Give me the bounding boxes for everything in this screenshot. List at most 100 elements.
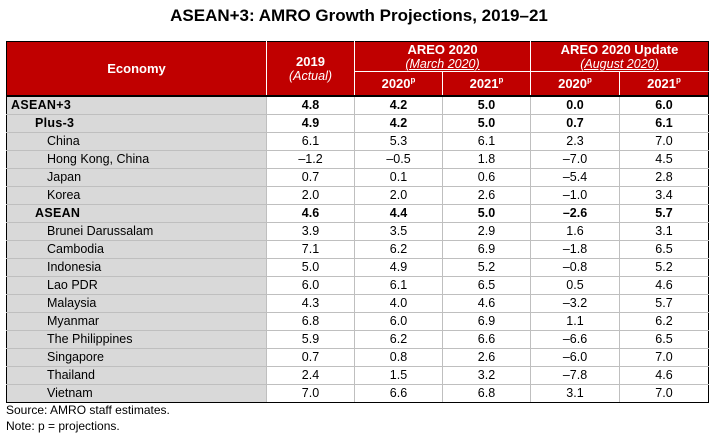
table-row: Korea 2.0 2.0 2.6 –1.0 3.4 [6, 186, 709, 205]
economy-name: ASEAN+3 [6, 95, 267, 115]
value-a2020: –6.0 [530, 348, 620, 367]
header-group-august-sub: (August 2020) [580, 57, 659, 71]
value-m2020: 4.0 [354, 294, 443, 313]
economy-name: Brunei Darussalam [6, 222, 267, 241]
value-m2020: 2.0 [354, 186, 443, 205]
value-m2021: 6.1 [442, 132, 531, 151]
table-row: Hong Kong, China –1.2 –0.5 1.8 –7.0 4.5 [6, 150, 709, 169]
header-year: 2020 [381, 76, 411, 91]
value-v2019: 3.9 [266, 222, 355, 241]
value-a2021: 5.7 [619, 204, 709, 223]
value-a2020: 0.0 [530, 95, 620, 115]
value-a2020: 0.7 [530, 114, 620, 133]
value-m2021: 5.2 [442, 258, 531, 277]
value-a2020: –1.8 [530, 240, 620, 259]
value-m2021: 5.0 [442, 204, 531, 223]
value-m2021: 6.5 [442, 276, 531, 295]
header-march-2020: 2020p [354, 71, 443, 97]
economy-name: Cambodia [6, 240, 267, 259]
value-m2020: 6.6 [354, 384, 443, 403]
value-m2020: 4.4 [354, 204, 443, 223]
table-row: Lao PDR 6.0 6.1 6.5 0.5 4.6 [6, 276, 709, 295]
value-a2021: 7.0 [619, 132, 709, 151]
economy-name: ASEAN [6, 204, 267, 223]
value-v2019: 6.8 [266, 312, 355, 331]
value-a2021: 6.5 [619, 330, 709, 349]
value-a2021: 4.6 [619, 366, 709, 385]
header-august-2021: 2021p [619, 71, 709, 97]
table-notes: Source: AMRO staff estimates. Note: p = … [6, 402, 170, 434]
value-m2021: 2.6 [442, 186, 531, 205]
value-a2020: –0.8 [530, 258, 620, 277]
value-a2020: –1.0 [530, 186, 620, 205]
value-m2020: 6.1 [354, 276, 443, 295]
economy-name: The Philippines [6, 330, 267, 349]
value-v2019: 7.1 [266, 240, 355, 259]
header-year: 2021 [469, 76, 499, 91]
value-a2020: 2.3 [530, 132, 620, 151]
value-a2021: 6.0 [619, 95, 709, 115]
value-v2019: 5.9 [266, 330, 355, 349]
table-title: ASEAN+3: AMRO Growth Projections, 2019–2… [170, 6, 548, 25]
value-a2021: 2.8 [619, 168, 709, 187]
value-v2019: 0.7 [266, 348, 355, 367]
economy-name: Lao PDR [6, 276, 267, 295]
economy-name: Thailand [6, 366, 267, 385]
economy-name: Korea [6, 186, 267, 205]
value-v2019: 2.0 [266, 186, 355, 205]
source-note: Source: AMRO staff estimates. [6, 403, 170, 417]
economy-name: Myanmar [6, 312, 267, 331]
value-m2021: 3.2 [442, 366, 531, 385]
value-m2020: 4.9 [354, 258, 443, 277]
value-a2020: –2.6 [530, 204, 620, 223]
table-row: Indonesia 5.0 4.9 5.2 –0.8 5.2 [6, 258, 709, 277]
value-m2020: 6.2 [354, 330, 443, 349]
table-row: Plus-3 4.9 4.2 5.0 0.7 6.1 [6, 114, 709, 133]
value-a2020: 1.1 [530, 312, 620, 331]
value-m2021: 5.0 [442, 95, 531, 115]
value-m2021: 6.6 [442, 330, 531, 349]
header-year: 2021 [647, 76, 677, 91]
projection-superscript: p [498, 75, 504, 85]
value-m2021: 6.9 [442, 240, 531, 259]
header-economy: Economy [6, 41, 267, 97]
value-m2021: 0.6 [442, 168, 531, 187]
value-m2020: 5.3 [354, 132, 443, 151]
projection-note: Note: p = projections. [6, 419, 120, 433]
value-a2020: 0.5 [530, 276, 620, 295]
table-row: Singapore 0.7 0.8 2.6 –6.0 7.0 [6, 348, 709, 367]
value-m2021: 6.9 [442, 312, 531, 331]
economy-name: Japan [6, 168, 267, 187]
value-a2021: 4.6 [619, 276, 709, 295]
table-row: Brunei Darussalam 3.9 3.5 2.9 1.6 3.1 [6, 222, 709, 241]
value-v2019: –1.2 [266, 150, 355, 169]
table-row: ASEAN+3 4.8 4.2 5.0 0.0 6.0 [6, 95, 709, 115]
value-m2020: 0.1 [354, 168, 443, 187]
header-group-august: AREO 2020 Update (August 2020) [530, 41, 709, 72]
value-v2019: 4.3 [266, 294, 355, 313]
table-row: Thailand 2.4 1.5 3.2 –7.8 4.6 [6, 366, 709, 385]
value-m2020: 6.0 [354, 312, 443, 331]
value-a2021: 5.7 [619, 294, 709, 313]
table-row: China 6.1 5.3 6.1 2.3 7.0 [6, 132, 709, 151]
header-group-march-label: AREO 2020 [407, 42, 478, 57]
value-m2021: 1.8 [442, 150, 531, 169]
table-row: ASEAN 4.6 4.4 5.0 –2.6 5.7 [6, 204, 709, 223]
value-a2020: –5.4 [530, 168, 620, 187]
growth-projections-table: Economy 2019 (Actual) AREO 2020 (March 2… [6, 41, 709, 403]
value-a2021: 5.2 [619, 258, 709, 277]
economy-name: Malaysia [6, 294, 267, 313]
value-a2020: 1.6 [530, 222, 620, 241]
value-m2021: 6.8 [442, 384, 531, 403]
table-body: ASEAN+3 4.8 4.2 5.0 0.0 6.0 Plus-3 4.9 4.2 5.0 0.7… [6, 95, 709, 403]
table-row: Cambodia 7.1 6.2 6.9 –1.8 6.5 [6, 240, 709, 259]
value-m2020: 6.2 [354, 240, 443, 259]
projection-superscript: p [410, 75, 416, 85]
projection-superscript: p [587, 75, 592, 85]
economy-name: Hong Kong, China [6, 150, 267, 169]
value-v2019: 5.0 [266, 258, 355, 277]
header-2019-actual: 2019 (Actual) [266, 41, 355, 97]
value-m2021: 4.6 [442, 294, 531, 313]
value-a2020: –7.0 [530, 150, 620, 169]
value-m2020: 1.5 [354, 366, 443, 385]
